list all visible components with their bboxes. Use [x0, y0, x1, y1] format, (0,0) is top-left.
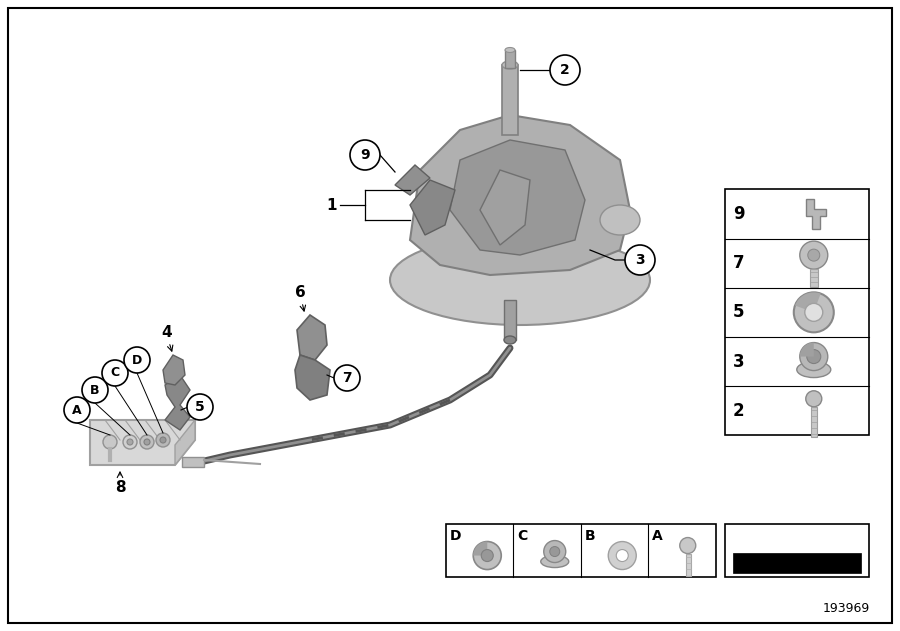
Bar: [504, 300, 516, 340]
Wedge shape: [473, 541, 487, 555]
Circle shape: [625, 245, 655, 275]
Polygon shape: [165, 375, 190, 430]
Polygon shape: [450, 140, 585, 255]
Polygon shape: [395, 165, 430, 195]
Circle shape: [82, 377, 108, 403]
Circle shape: [800, 241, 828, 269]
Text: 4: 4: [162, 325, 172, 340]
Text: A: A: [72, 403, 82, 416]
Circle shape: [608, 541, 636, 570]
Bar: [505, 50, 515, 68]
Bar: [446, 524, 716, 577]
Circle shape: [160, 437, 166, 443]
Text: B: B: [584, 529, 595, 543]
Circle shape: [550, 55, 580, 85]
Text: 2: 2: [733, 402, 744, 420]
Bar: [724, 189, 868, 435]
Circle shape: [800, 343, 828, 370]
Circle shape: [473, 541, 501, 570]
Circle shape: [64, 397, 90, 423]
Circle shape: [124, 347, 150, 373]
Text: 9: 9: [360, 148, 370, 162]
Text: B: B: [90, 384, 100, 396]
Circle shape: [544, 541, 566, 563]
Circle shape: [806, 350, 821, 363]
Text: A: A: [652, 529, 662, 543]
Text: 2: 2: [560, 63, 570, 77]
Ellipse shape: [541, 555, 569, 567]
Bar: [686, 553, 691, 575]
Polygon shape: [163, 355, 185, 385]
Circle shape: [805, 304, 823, 321]
Bar: [182, 457, 204, 467]
Bar: [811, 407, 817, 437]
Circle shape: [103, 435, 117, 449]
Circle shape: [140, 435, 154, 449]
Text: 7: 7: [733, 254, 744, 272]
Bar: [502, 65, 518, 135]
Wedge shape: [795, 292, 821, 312]
Text: D: D: [449, 529, 461, 543]
Polygon shape: [480, 170, 530, 245]
Wedge shape: [800, 343, 814, 357]
Circle shape: [794, 292, 833, 333]
Circle shape: [144, 439, 150, 445]
Text: 8: 8: [114, 480, 125, 495]
Circle shape: [334, 365, 360, 391]
Text: 9: 9: [733, 205, 744, 223]
Text: 193969: 193969: [823, 602, 870, 615]
Circle shape: [187, 394, 213, 420]
Polygon shape: [295, 355, 330, 400]
Circle shape: [102, 360, 128, 386]
Ellipse shape: [796, 362, 831, 377]
Text: 1: 1: [327, 198, 337, 213]
Polygon shape: [410, 180, 455, 235]
Bar: [733, 553, 860, 572]
Circle shape: [123, 435, 137, 449]
Circle shape: [808, 249, 820, 261]
Circle shape: [127, 439, 133, 445]
Text: 5: 5: [195, 400, 205, 414]
Ellipse shape: [504, 336, 516, 344]
Circle shape: [350, 140, 380, 170]
Text: C: C: [111, 367, 120, 379]
Circle shape: [550, 546, 560, 557]
Ellipse shape: [390, 235, 650, 325]
Bar: [810, 269, 818, 287]
Text: 6: 6: [294, 285, 305, 300]
Circle shape: [680, 538, 696, 553]
Circle shape: [156, 433, 170, 447]
Polygon shape: [410, 115, 630, 275]
Text: C: C: [517, 529, 527, 543]
Circle shape: [616, 550, 628, 562]
Polygon shape: [175, 420, 195, 465]
Bar: [724, 524, 868, 577]
Text: 3: 3: [733, 353, 744, 370]
Polygon shape: [806, 199, 826, 229]
Circle shape: [806, 391, 822, 407]
Polygon shape: [297, 315, 327, 360]
Ellipse shape: [600, 205, 640, 235]
Text: D: D: [132, 353, 142, 367]
Ellipse shape: [505, 47, 515, 52]
Text: 5: 5: [733, 304, 744, 321]
Polygon shape: [90, 420, 195, 465]
Circle shape: [482, 550, 493, 562]
Text: 7: 7: [342, 371, 352, 385]
Text: 3: 3: [635, 253, 644, 267]
Ellipse shape: [502, 61, 518, 69]
